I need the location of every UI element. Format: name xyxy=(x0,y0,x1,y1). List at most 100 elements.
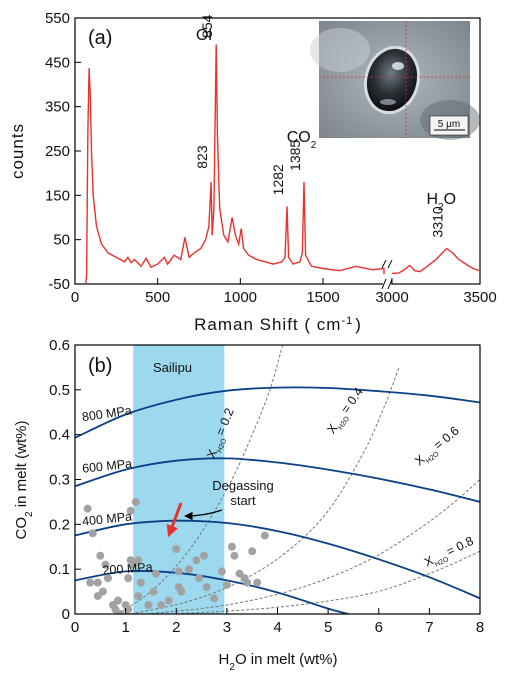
panel-a-x-tick-label: 500 xyxy=(145,289,170,306)
panel-b-axes: 0 1 2 3 4 5 6 7 8 0 0.1 0.2 0.3 0.4 0.5 0.6 xyxy=(49,337,484,636)
panel-a-y-tick-label: 550 xyxy=(45,10,70,27)
data-point xyxy=(248,547,257,556)
data-point xyxy=(88,529,97,538)
data-point xyxy=(149,587,158,596)
peak-label: 3310 xyxy=(430,206,446,237)
data-point xyxy=(114,596,123,605)
panel-b-x-tick-label: 0 xyxy=(71,619,79,636)
series-break-mark xyxy=(381,259,387,269)
panel-a-label: (a) xyxy=(88,27,112,49)
data-point xyxy=(174,583,183,592)
data-point xyxy=(243,578,252,587)
panel-b-y-tick-label: 0 xyxy=(62,606,70,623)
panel-b: 0 1 2 3 4 5 6 7 8 0 0.1 0.2 0.3 0.4 0.5 0.6 800 MPa 600 … xyxy=(13,337,484,673)
panel-a: 0 500 1000 1500 3000 3500 -50 50 150 250 350 450 550… xyxy=(8,10,497,334)
axis-break-mark xyxy=(381,278,387,290)
data-point xyxy=(230,551,239,560)
data-point xyxy=(86,578,95,587)
data-point xyxy=(227,542,236,551)
data-point xyxy=(134,556,143,565)
data-point xyxy=(210,594,219,603)
data-point xyxy=(195,574,204,583)
panel-a-y-tick-label: 50 xyxy=(53,232,70,249)
inclusion-micrograph: 5 μm xyxy=(310,21,480,140)
isopleth-label: XH2O= 0.6 xyxy=(412,424,463,471)
scale-bar-label: 5 μm xyxy=(438,119,460,130)
peak-label: 1282 xyxy=(270,164,286,195)
panel-a-y-tick-label: 450 xyxy=(45,54,70,71)
panel-a-x-tick-label: 0 xyxy=(71,289,79,306)
data-point xyxy=(116,610,125,614)
series-break-mark xyxy=(387,259,393,269)
peak-label: 823 xyxy=(194,145,210,169)
panel-b-y-tick-label: 0.2 xyxy=(49,516,70,533)
panel-b-x-tick-label: 7 xyxy=(425,619,433,636)
data-point xyxy=(93,592,102,601)
data-point xyxy=(217,567,226,576)
data-point xyxy=(172,544,181,553)
isobar-label: 200 MPa xyxy=(102,560,153,577)
panel-a-x-tick-label: 3500 xyxy=(463,289,496,306)
panel-b-x-tick-label: 8 xyxy=(476,619,484,636)
data-point xyxy=(103,574,112,583)
isopleth-curve xyxy=(117,345,284,614)
panel-b-y-tick-label: 0.5 xyxy=(49,382,70,399)
data-point xyxy=(124,574,133,583)
isopleth-curve xyxy=(176,550,480,614)
species-label: Ol xyxy=(196,27,212,44)
panel-a-y-tick-label: -50 xyxy=(48,276,70,293)
melt-inclusion-points xyxy=(83,497,269,614)
isobar-curve xyxy=(75,457,480,503)
panel-a-axes: 0 500 1000 1500 3000 3500 -50 50 150 250 350 450 550 xyxy=(45,10,497,306)
degassing-direction-arrow xyxy=(166,502,183,538)
panel-b-x-tick-label: 6 xyxy=(375,619,383,636)
data-point xyxy=(200,551,209,560)
data-point xyxy=(126,506,135,515)
panel-b-y-axis-label: CO2 in melt (wt%) xyxy=(13,421,35,540)
panel-a-y-tick-label: 150 xyxy=(45,187,70,204)
panel-b-x-tick-label: 1 xyxy=(121,619,129,636)
peak-label: 854 xyxy=(199,14,215,38)
data-point xyxy=(101,560,110,569)
panel-b-y-tick-label: 0.6 xyxy=(49,337,70,354)
isobar-curve xyxy=(75,386,480,439)
isobar-label: 800 MPa xyxy=(81,403,133,424)
peak-label: 1385 xyxy=(287,140,303,171)
data-point xyxy=(134,592,143,601)
data-point xyxy=(136,578,145,587)
degassing-pointer-arrow xyxy=(184,509,223,521)
panel-a-y-tick-label: 350 xyxy=(45,99,70,116)
isopleth-label: XH2O= 0.8 xyxy=(422,534,477,572)
panel-b-y-tick-label: 0.4 xyxy=(49,427,70,444)
data-point xyxy=(260,531,269,540)
melt-inclusion-bubble xyxy=(363,45,421,115)
data-point xyxy=(152,569,160,578)
isobar-label: 400 MPa xyxy=(81,510,132,529)
panel-a-x-tick-label: 3000 xyxy=(375,289,408,306)
panel-b-y-tick-label: 0.1 xyxy=(49,561,70,578)
species-label: CO2 xyxy=(287,129,317,151)
spectrum-series xyxy=(84,44,480,284)
isopleth-label: XH2O= 0.4 xyxy=(324,385,368,438)
data-point xyxy=(83,504,92,513)
degassing-label-line2: start xyxy=(230,493,256,508)
data-point xyxy=(192,556,201,565)
panel-a-y-tick-label: 250 xyxy=(45,143,70,160)
data-point xyxy=(124,605,133,614)
data-point xyxy=(164,596,173,605)
isobar-label: 600 MPa xyxy=(81,457,132,476)
isopleth-curve xyxy=(130,367,400,614)
degassing-label-line1: Degassing xyxy=(212,478,273,493)
data-point xyxy=(131,497,140,506)
panel-b-x-axis-label: H2O in melt (wt%) xyxy=(219,651,338,673)
degassing-annotation: Degassing start xyxy=(166,478,274,538)
species-label: H2O xyxy=(426,191,456,213)
data-point xyxy=(157,601,166,610)
data-point xyxy=(93,578,102,587)
panel-b-label: (b) xyxy=(88,355,112,377)
panel-a-x-tick-label: 1000 xyxy=(224,289,257,306)
data-point xyxy=(144,601,153,610)
spectrum-line-low xyxy=(84,44,385,284)
